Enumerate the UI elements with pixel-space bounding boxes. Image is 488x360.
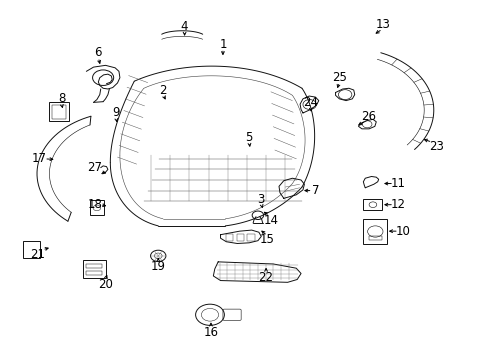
Text: 22: 22 <box>258 270 273 284</box>
Text: 10: 10 <box>394 225 409 238</box>
Text: 18: 18 <box>87 198 102 211</box>
Text: 25: 25 <box>331 71 346 84</box>
Text: 1: 1 <box>219 38 226 51</box>
Text: 27: 27 <box>87 161 102 174</box>
Text: 20: 20 <box>98 278 113 291</box>
Text: 13: 13 <box>375 18 390 31</box>
Text: 3: 3 <box>257 193 264 206</box>
Text: 17: 17 <box>32 152 47 165</box>
Text: 5: 5 <box>245 131 252 144</box>
Text: 9: 9 <box>112 107 120 120</box>
Text: 21: 21 <box>30 248 45 261</box>
Text: 19: 19 <box>150 260 165 273</box>
Text: 14: 14 <box>263 214 278 227</box>
Text: 16: 16 <box>203 326 218 339</box>
Text: 12: 12 <box>389 198 405 211</box>
Text: 23: 23 <box>428 140 443 153</box>
Text: 4: 4 <box>181 20 188 33</box>
Text: 26: 26 <box>360 110 375 123</box>
Text: 8: 8 <box>58 93 65 105</box>
Text: 11: 11 <box>389 177 405 190</box>
Text: 7: 7 <box>311 184 319 197</box>
Text: 2: 2 <box>159 84 166 96</box>
Text: 15: 15 <box>260 234 274 247</box>
Text: 24: 24 <box>303 96 318 109</box>
Text: 6: 6 <box>94 46 102 59</box>
